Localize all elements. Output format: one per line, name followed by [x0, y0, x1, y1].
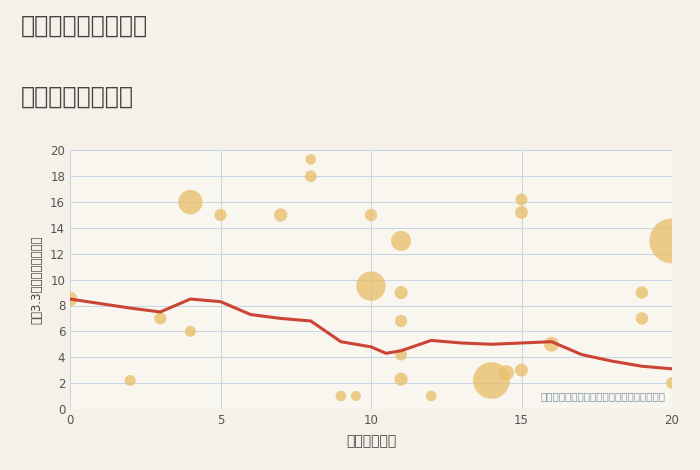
Point [305, 156, 316, 163]
Y-axis label: 坪（3.3㎡）単価（万円）: 坪（3.3㎡）単価（万円） [30, 235, 43, 324]
Point [185, 198, 196, 206]
Point [426, 392, 437, 399]
Text: 三重県伊賀市平田の: 三重県伊賀市平田の [21, 14, 148, 38]
Point [546, 340, 557, 348]
Point [636, 289, 648, 296]
Point [185, 328, 196, 335]
Point [395, 376, 407, 383]
Point [395, 317, 407, 325]
Point [395, 351, 407, 358]
Point [516, 367, 527, 374]
Point [125, 377, 136, 384]
Point [155, 315, 166, 322]
Point [516, 196, 527, 203]
Point [350, 392, 361, 399]
Point [365, 282, 377, 290]
X-axis label: 駅距離（分）: 駅距離（分） [346, 434, 396, 448]
Point [395, 237, 407, 244]
Point [666, 379, 678, 387]
Point [305, 172, 316, 180]
Point [486, 377, 497, 384]
Point [666, 237, 678, 244]
Point [516, 209, 527, 216]
Text: 円の大きさは、取引のあった物件面積を示す: 円の大きさは、取引のあった物件面積を示す [541, 391, 666, 401]
Point [636, 315, 648, 322]
Point [215, 212, 226, 219]
Point [365, 212, 377, 219]
Point [335, 392, 346, 399]
Point [275, 212, 286, 219]
Point [501, 369, 512, 376]
Point [395, 289, 407, 296]
Point [64, 295, 76, 303]
Text: 駅距離別土地価格: 駅距離別土地価格 [21, 85, 134, 109]
